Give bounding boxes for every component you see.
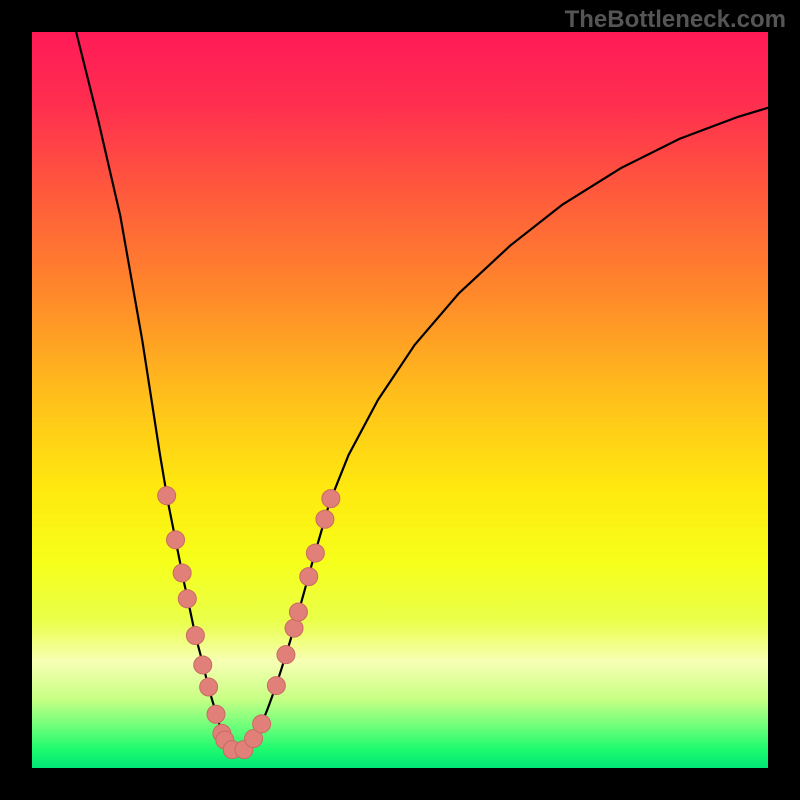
data-marker [200, 678, 218, 696]
data-marker [207, 705, 225, 723]
curve-layer [32, 32, 768, 768]
data-marker [322, 490, 340, 508]
bottleneck-curve [76, 32, 768, 750]
plot-area [32, 32, 768, 768]
data-marker [300, 568, 318, 586]
watermark-text: TheBottleneck.com [565, 6, 786, 34]
data-marker [316, 510, 334, 528]
data-marker [267, 677, 285, 695]
data-marker [178, 590, 196, 608]
data-marker [186, 627, 204, 645]
data-marker [289, 603, 307, 621]
data-marker [277, 646, 295, 664]
data-marker [306, 544, 324, 562]
data-marker [167, 531, 185, 549]
data-marker [253, 715, 271, 733]
data-marker [194, 656, 212, 674]
data-marker [285, 619, 303, 637]
data-marker [158, 487, 176, 505]
data-marker [173, 564, 191, 582]
